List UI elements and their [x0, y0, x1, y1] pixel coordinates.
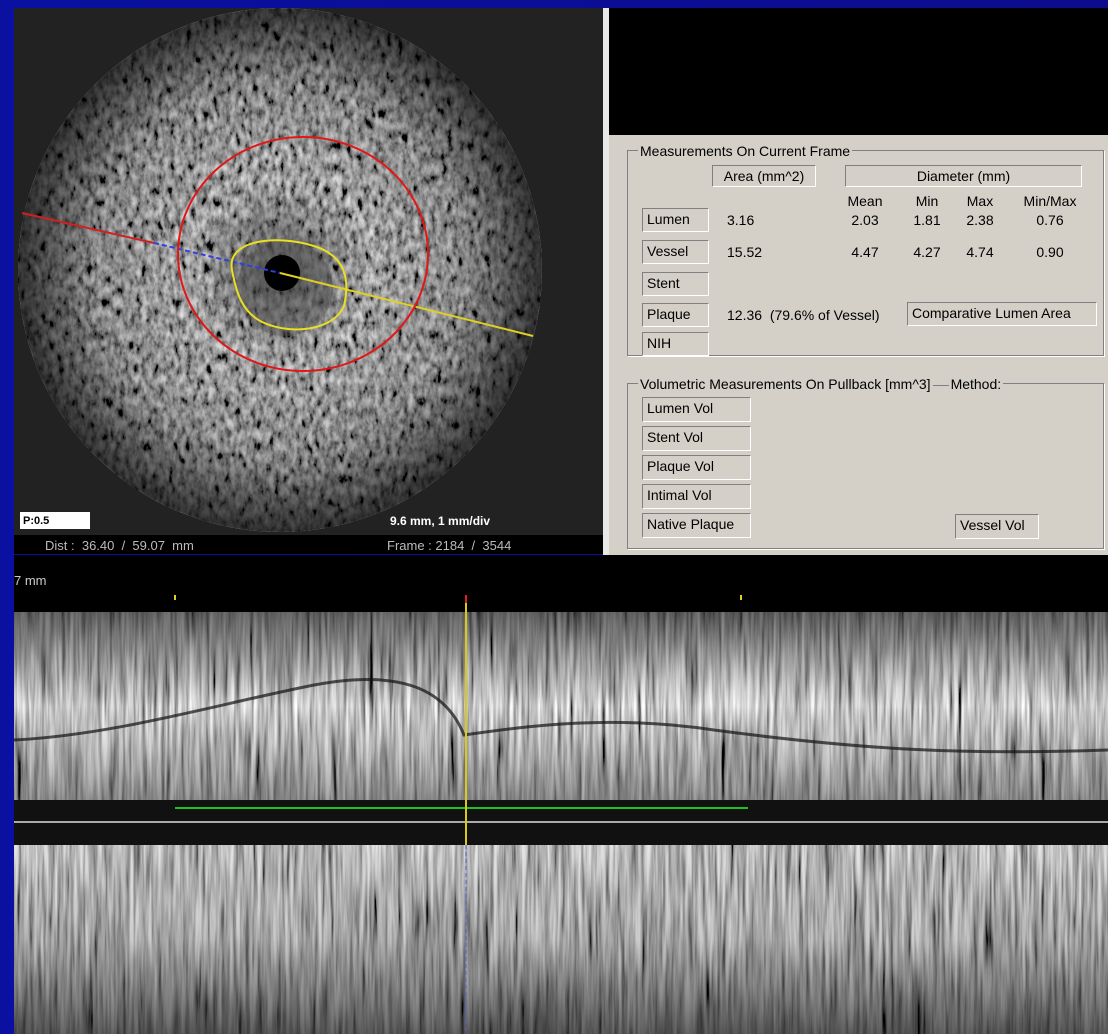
- diameter-value: 1.81: [897, 212, 957, 228]
- column-header: Max: [950, 193, 1010, 209]
- row-label: Vessel: [642, 240, 709, 264]
- scale-box-text: P:0.5: [23, 513, 49, 529]
- group-title: Measurements On Current Frame: [638, 143, 852, 159]
- volume-field: Plaque Vol: [642, 455, 751, 480]
- ivus-cross-section: [14, 8, 604, 554]
- diameter-value: 4.74: [950, 244, 1010, 260]
- lower-shade: [14, 845, 1108, 1034]
- diameter-value: 2.03: [835, 212, 895, 228]
- area-value: 15.52: [727, 244, 762, 260]
- row-label: NIH: [642, 332, 709, 356]
- diameter-value: 0.76: [1012, 212, 1088, 228]
- volumetric-title: Volumetric Measurements On Pullback [mm^…: [640, 376, 931, 392]
- separator: [933, 385, 949, 386]
- area-header: Area (mm^2): [712, 165, 816, 187]
- row-label: Stent: [642, 272, 709, 296]
- volume-field: Native Plaque: [642, 513, 751, 538]
- comparative-button[interactable]: Comparative Lumen Area: [907, 302, 1097, 326]
- volume-field: Lumen Vol: [642, 397, 751, 422]
- column-header: Min: [897, 193, 957, 209]
- row-label: Lumen: [642, 208, 709, 232]
- image-scale: 9.6 mm, 1 mm/div: [390, 513, 490, 529]
- diameter-value: 4.47: [835, 244, 895, 260]
- diameter-header: Diameter (mm): [845, 165, 1082, 187]
- long-scale: 7 mm: [14, 573, 47, 589]
- diameter-value: 4.27: [897, 244, 957, 260]
- frame-readout: Frame : 2184 / 3544: [387, 538, 511, 554]
- black-panel: [609, 8, 1108, 135]
- diameter-value: 2.38: [950, 212, 1010, 228]
- method-label: Method:: [951, 376, 1002, 392]
- area-value: 3.16: [727, 212, 754, 228]
- longitudinal-view: [14, 555, 1108, 1034]
- volume-field: Vessel Vol: [955, 514, 1039, 539]
- row-label: Plaque: [642, 303, 709, 327]
- column-header: Min/Max: [1012, 193, 1088, 209]
- distance-readout: Dist : 36.40 / 59.07 mm: [45, 538, 194, 554]
- diameter-value: 0.90: [1012, 244, 1088, 260]
- group-title: Volumetric Measurements On Pullback [mm^…: [638, 376, 1003, 392]
- screenshot: {"image_view": {"scale_box": "P:0.5", "s…: [0, 0, 1108, 1034]
- area-value: 12.36 (79.6% of Vessel): [727, 307, 880, 323]
- column-header: Mean: [835, 193, 895, 209]
- volume-field: Stent Vol: [642, 426, 751, 451]
- upper-shade: [14, 612, 1108, 800]
- volume-field: Intimal Vol: [642, 484, 751, 509]
